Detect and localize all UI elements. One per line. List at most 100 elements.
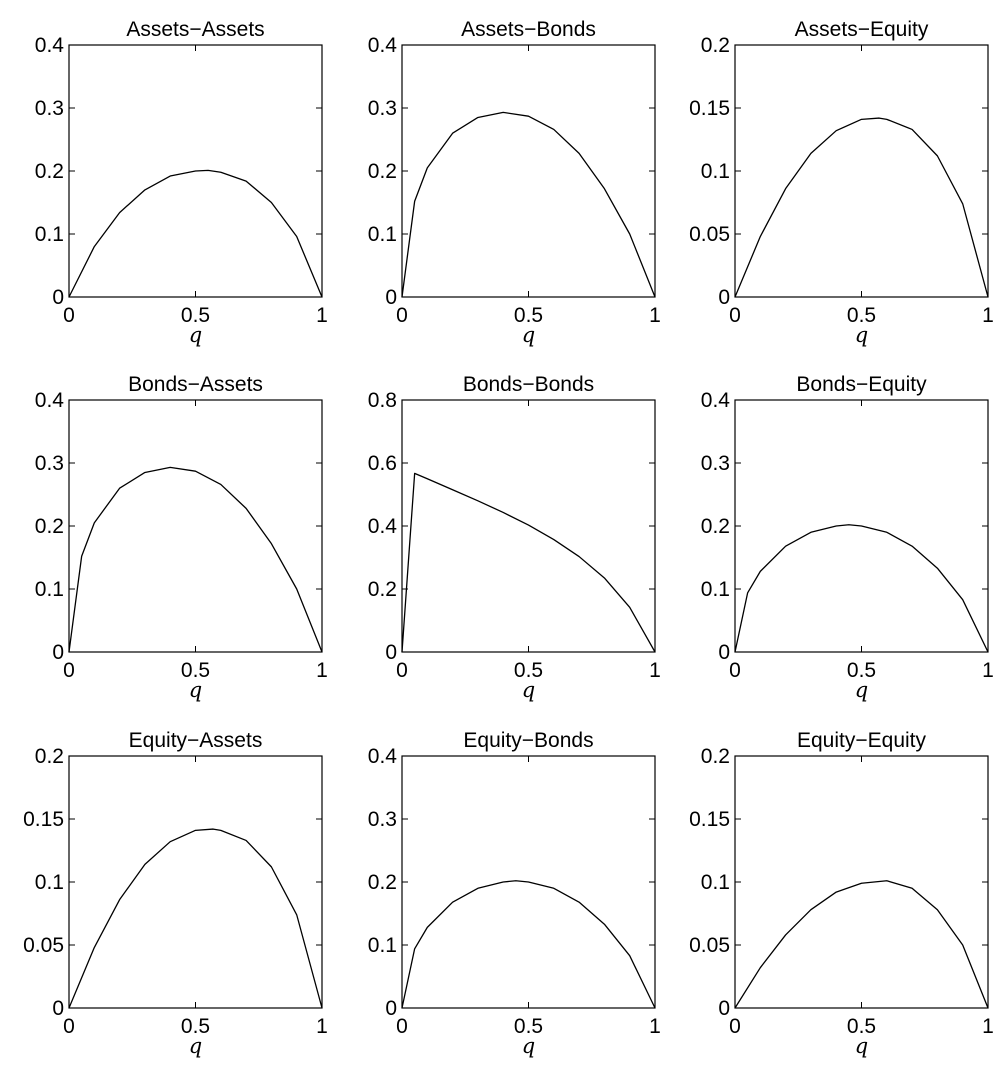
y-tick-label: 0.8 — [368, 389, 397, 412]
x-axis-label: q — [522, 678, 535, 702]
x-tick-label: 1 — [982, 1015, 993, 1038]
subplot-title: Bonds−Assets — [128, 373, 263, 396]
subplot-1: Assets−Bonds 0 0.5 1 0 0.1 0.2 0.3 0.4 q — [368, 18, 661, 347]
y-tick-label: 0.2 — [35, 160, 64, 183]
x-tick-label: 1 — [649, 1015, 661, 1038]
y-tick-label: 0.3 — [35, 452, 64, 475]
series-line-0 — [68, 169, 323, 298]
y-tick-label: 0.05 — [689, 934, 730, 957]
y-tick-label: 0 — [718, 641, 730, 664]
subplot-5: Bonds−Equity 0 0.5 1 0 0.1 0.2 0.3 0.4 q — [701, 373, 993, 702]
y-tick-label: 0 — [385, 997, 397, 1020]
y-tick-label: 0.4 — [35, 389, 65, 412]
x-axis-label: q — [522, 323, 535, 347]
x-axis-label: q — [855, 323, 868, 347]
y-tick-label: 0.1 — [35, 871, 64, 894]
subplot-title: Assets−Assets — [126, 18, 264, 41]
y-tick-label: 0.1 — [701, 578, 730, 601]
x-axis-label: q — [855, 678, 868, 702]
subplot-3: Bonds−Assets 0 0.5 1 0 0.1 0.2 0.3 0.4 q — [35, 373, 328, 702]
y-tick-label: 0 — [52, 997, 64, 1020]
subplot-title: Bonds−Equity — [796, 373, 927, 396]
x-tick-label: 1 — [982, 659, 993, 682]
y-tick-label: 0.4 — [701, 389, 731, 412]
y-tick-label: 0.1 — [35, 223, 64, 246]
y-tick-label: 0.3 — [35, 97, 64, 120]
x-tick-label: 1 — [649, 304, 661, 327]
axes-frame — [401, 399, 656, 653]
y-tick-label: 0.1 — [35, 578, 64, 601]
series-line-0 — [401, 880, 656, 1009]
y-tick-label: 0.15 — [23, 808, 64, 831]
x-tick-label: 0 — [63, 659, 75, 682]
x-tick-label: 0.5 — [181, 659, 210, 682]
y-tick-label: 0.4 — [368, 515, 398, 538]
x-tick-label: 0.5 — [514, 659, 543, 682]
y-tick-label: 0.2 — [368, 160, 397, 183]
y-tick-label: 0.3 — [701, 452, 730, 475]
subplot-title: Assets−Equity — [795, 18, 929, 41]
x-tick-label: 0 — [63, 304, 75, 327]
subplot-title: Equity−Assets — [129, 729, 263, 752]
x-tick-label: 0 — [396, 1015, 408, 1038]
y-tick-label: 0.05 — [23, 934, 64, 957]
y-tick-label: 0.2 — [368, 578, 397, 601]
x-axis-label: q — [855, 1034, 868, 1058]
axes-frame — [734, 755, 989, 1009]
series-line-0 — [734, 117, 989, 298]
x-tick-label: 0 — [729, 304, 741, 327]
y-tick-label: 0.2 — [368, 871, 397, 894]
x-axis-label: q — [189, 1034, 202, 1058]
y-tick-label: 0.1 — [368, 934, 397, 957]
series-line-0 — [734, 880, 989, 1009]
x-tick-label: 0 — [63, 1015, 75, 1038]
y-tick-label: 0.15 — [689, 97, 730, 120]
y-tick-label: 0.1 — [701, 871, 730, 894]
subplot-title: Bonds−Bonds — [463, 373, 594, 396]
x-tick-label: 0 — [729, 1015, 741, 1038]
series-line-0 — [401, 472, 656, 653]
x-tick-label: 0.5 — [847, 304, 876, 327]
y-tick-label: 0.3 — [368, 808, 397, 831]
series-line-0 — [401, 111, 656, 298]
y-tick-label: 0.4 — [368, 34, 398, 57]
x-tick-label: 1 — [316, 1015, 328, 1038]
y-tick-label: 0 — [385, 286, 397, 309]
subplot-2: Assets−Equity 0 0.5 1 0 0.05 0.1 0.15 0.2 q — [689, 18, 993, 347]
series-line-0 — [68, 828, 323, 1009]
subplot-0: Assets−Assets 0 0.5 1 0 0.1 0.2 0.3 0.4 q — [35, 18, 328, 347]
axes-frame — [68, 399, 323, 653]
x-tick-label: 0.5 — [514, 304, 543, 327]
y-tick-label: 0.05 — [689, 223, 730, 246]
axes-frame — [401, 44, 656, 298]
x-tick-label: 0.5 — [514, 1015, 543, 1038]
x-tick-label: 1 — [982, 304, 993, 327]
subplot-6: Equity−Assets 0 0.5 1 0 0.05 0.1 0.15 0.2 q — [23, 729, 328, 1058]
axes-frame — [68, 755, 323, 1009]
y-tick-label: 0.2 — [35, 745, 64, 768]
subplot-title: Assets−Bonds — [461, 18, 596, 41]
x-tick-label: 0 — [729, 659, 741, 682]
x-tick-label: 1 — [649, 659, 661, 682]
y-tick-label: 0.1 — [368, 223, 397, 246]
y-tick-label: 0.1 — [701, 160, 730, 183]
subplot-title: Equity−Bonds — [463, 729, 593, 752]
x-axis-label: q — [189, 678, 202, 702]
x-axis-label: q — [522, 1034, 535, 1058]
y-tick-label: 0.2 — [35, 515, 64, 538]
y-tick-label: 0 — [385, 641, 397, 664]
x-tick-label: 0.5 — [181, 304, 210, 327]
y-tick-label: 0.2 — [701, 745, 730, 768]
x-axis-label: q — [189, 323, 202, 347]
x-tick-label: 0.5 — [847, 1015, 876, 1038]
y-tick-label: 0 — [52, 286, 64, 309]
subplot-4: Bonds−Bonds 0 0.5 1 0 0.2 0.4 0.6 0.8 q — [368, 373, 661, 702]
y-tick-label: 0.15 — [689, 808, 730, 831]
x-tick-label: 0.5 — [181, 1015, 210, 1038]
y-tick-label: 0.3 — [368, 97, 397, 120]
series-line-0 — [68, 466, 323, 653]
y-tick-label: 0 — [718, 286, 730, 309]
subplot-7: Equity−Bonds 0 0.5 1 0 0.1 0.2 0.3 0.4 q — [368, 729, 661, 1058]
